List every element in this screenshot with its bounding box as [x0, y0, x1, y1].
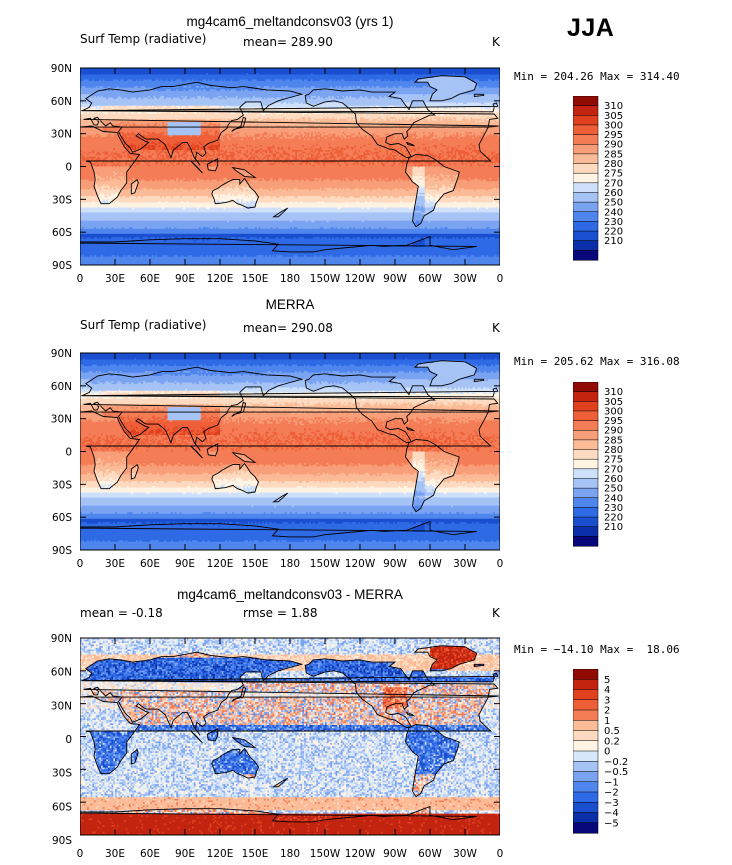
panel2-mean: mean= 290.08 [243, 321, 333, 335]
colorbar-swatch [573, 421, 598, 431]
lat-tick-label: 0 [65, 734, 72, 746]
colorbar-swatch [573, 164, 598, 174]
colorbar-swatch [573, 679, 598, 690]
lat-tick-label: 30S [52, 479, 72, 491]
colorbar-swatch [573, 731, 598, 742]
colorbar-swatch [573, 221, 598, 231]
colorbar-swatch [573, 154, 598, 164]
colorbar-swatch [573, 450, 598, 460]
lat-tick-label: 60N [51, 667, 72, 679]
panel1-variable: Surf Temp (radiative) [80, 32, 206, 46]
colorbar-swatch [573, 401, 598, 411]
lat-tick-label: 30N [51, 414, 72, 426]
panel2-minmax: Min = 205.62 Max = 316.08 [514, 355, 680, 368]
panel3-title: mg4cam6_meltandconsv03 - MERRA [80, 587, 500, 602]
colorbar-swatch [573, 517, 598, 527]
lat-tick-label: 90N [51, 633, 72, 645]
colorbar-label: 210 [604, 522, 623, 533]
panel2-title: MERRA [80, 297, 500, 312]
lat-tick-label: 60S [52, 512, 72, 524]
lat-tick-label: 0 [65, 162, 72, 174]
lat-tick-label: 90S [52, 260, 72, 272]
colorbar-swatch [573, 192, 598, 202]
colorbar-swatch [573, 469, 598, 479]
colorbar-swatch [573, 782, 598, 793]
lat-tick-label: 30N [51, 129, 72, 141]
panel1-minmax: Min = 204.26 Max = 314.40 [514, 70, 680, 83]
colorbar-swatch [573, 202, 598, 212]
lat-tick-label: 60S [52, 227, 72, 239]
colorbar-swatch [573, 710, 598, 721]
colorbar-swatch [573, 212, 598, 222]
colorbar-swatch [573, 690, 598, 701]
colorbar-swatch [573, 440, 598, 450]
panel2-map [80, 338, 500, 573]
colorbar-swatch [573, 669, 598, 680]
lat-tick-label: 30N [51, 700, 72, 712]
colorbar-swatch [573, 751, 598, 762]
colorbar-swatch [573, 430, 598, 440]
panel3-minmax: Min = −14.10 Max = 18.06 [514, 643, 680, 656]
lat-tick-label: 0 [65, 447, 72, 459]
colorbar-swatch [573, 382, 598, 392]
colorbar-swatch [573, 720, 598, 731]
colorbar-swatch [573, 536, 598, 546]
colorbar-swatch [573, 772, 598, 783]
colorbar-swatch [573, 700, 598, 711]
colorbar-swatch [573, 183, 598, 193]
colorbar-swatch [573, 106, 598, 116]
lat-tick-label: 30S [52, 768, 72, 780]
colorbar-swatch [573, 488, 598, 498]
panel3-map [80, 623, 500, 863]
panel1-title: mg4cam6_meltandconsv03 (yrs 1) [80, 14, 500, 29]
panel1-colorbar: 3103053002952902852802752702602502402302… [573, 96, 653, 262]
panel3-mean: mean = -0.18 [80, 606, 163, 620]
colorbar-swatch [573, 507, 598, 517]
lat-tick-label: 90N [51, 348, 72, 360]
colorbar-swatch [573, 459, 598, 469]
lat-tick-label: 90S [52, 545, 72, 557]
lat-tick-label: 30S [52, 194, 72, 206]
colorbar-swatch [573, 115, 598, 125]
panel1-map [80, 53, 500, 288]
panel2-colorbar: 3103053002952902852802752702602502402302… [573, 382, 653, 548]
lat-tick-label: 60N [51, 381, 72, 393]
colorbar-label: 210 [604, 236, 623, 247]
colorbar-swatch [573, 741, 598, 752]
panel3-units: K [492, 606, 500, 620]
colorbar-swatch [573, 173, 598, 183]
colorbar-label: −5 [604, 818, 619, 829]
lat-tick-label: 90S [52, 835, 72, 847]
colorbar-swatch [573, 411, 598, 421]
lat-tick-label: 90N [51, 63, 72, 75]
colorbar-swatch [573, 125, 598, 135]
colorbar-swatch [573, 231, 598, 241]
colorbar-swatch [573, 823, 598, 834]
colorbar-swatch [573, 498, 598, 508]
colorbar-swatch [573, 527, 598, 537]
panel1-units: K [492, 35, 500, 49]
colorbar-swatch [573, 241, 598, 251]
colorbar-swatch [573, 792, 598, 803]
lat-tick-label: 60S [52, 801, 72, 813]
panel2-units: K [492, 321, 500, 335]
lat-tick-label: 60N [51, 96, 72, 108]
panel2-variable: Surf Temp (radiative) [80, 318, 206, 332]
panel3-rmse: rmse = 1.88 [243, 606, 317, 620]
colorbar-swatch [573, 135, 598, 145]
colorbar-swatch [573, 802, 598, 813]
colorbar-swatch [573, 813, 598, 824]
colorbar-swatch [573, 144, 598, 154]
colorbar-swatch [573, 392, 598, 402]
colorbar-swatch [573, 96, 598, 106]
colorbar-swatch [573, 250, 598, 260]
colorbar-swatch [573, 478, 598, 488]
colorbar-swatch [573, 761, 598, 772]
panel1-mean: mean= 289.90 [243, 35, 333, 49]
season-label: JJA [567, 14, 614, 43]
